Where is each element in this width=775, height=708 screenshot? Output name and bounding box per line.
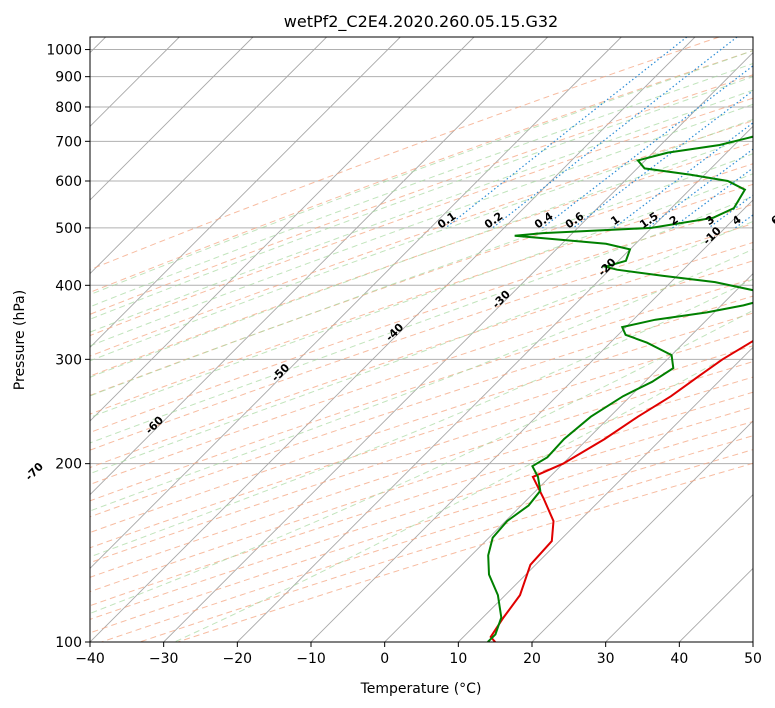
y-tick-label: 400 [55, 278, 82, 294]
mixing-ratio-line [572, 89, 753, 229]
isotherm-line [531, 420, 753, 642]
dry-adiabat-line [90, 97, 753, 337]
dry-adiabat-line [90, 223, 753, 451]
isotherm-line [237, 125, 753, 642]
moist-adiabat-line [90, 89, 753, 333]
isotherm-line [90, 37, 548, 496]
x-tick-label: 10 [449, 651, 467, 667]
isotherm-line [458, 346, 753, 642]
moist-adiabat-line [90, 278, 753, 558]
dry-adiabat-line [90, 361, 753, 578]
dry-adiabat-line [90, 329, 753, 549]
y-tick-label: 1000 [46, 43, 82, 59]
x-axis-label: Temperature (°C) [360, 681, 482, 697]
moist-adiabat-line [90, 220, 753, 475]
dry-adiabat-line [90, 183, 753, 415]
moist-adiabat-line [90, 195, 753, 444]
x-tick-label: 20 [523, 651, 541, 667]
dry-adiabat-line [90, 120, 753, 357]
y-tick-label: 900 [55, 70, 82, 86]
dewpoint-profile-line [487, 135, 753, 642]
x-tick-label: −30 [149, 651, 179, 667]
dry-adiabat-line [90, 163, 753, 396]
dry-adiabat-line [90, 260, 753, 485]
mixing-ratio-label: 6 [769, 213, 775, 228]
isotherm-line [90, 37, 696, 642]
y-tick-label: 600 [55, 174, 82, 190]
dry-adiabat-line [90, 142, 753, 377]
mixing-ratio-line [492, 37, 738, 229]
x-tick-label: 30 [597, 651, 615, 667]
series-layer [487, 135, 753, 642]
y-tick-label: 500 [55, 221, 82, 237]
isotherm-line [90, 37, 622, 569]
isotherm-line [605, 494, 753, 642]
x-tick-label: 40 [670, 651, 688, 667]
y-tick-label: 800 [55, 100, 82, 116]
dry-adiabat-line [90, 312, 753, 534]
grid-layer [90, 37, 753, 642]
dry-adiabat-line [90, 74, 753, 315]
isotherm-line [163, 52, 753, 642]
isotherm-line [90, 37, 254, 201]
x-axis: −40 −30 −20 −10 0 10 20 30 40 50 [75, 642, 762, 667]
isopleth-label-layer: 0.10.20.40.611.52346810131620253036-100-… [23, 209, 775, 483]
isotherm-line [90, 37, 475, 422]
moist-adiabat-line [90, 76, 753, 320]
chart-title: wetPf2_C2E4.2020.260.05.15.G32 [284, 12, 558, 32]
mixing-ratio-line [542, 65, 753, 229]
y-axis: 100 200 300 400 500 600 700 800 900 1000 [46, 43, 90, 651]
isotherm-line [90, 37, 401, 348]
y-tick-label: 100 [55, 635, 82, 651]
moist-adiabat-line [90, 248, 753, 512]
y-tick-label: 300 [55, 352, 82, 368]
isotherm-line [90, 37, 327, 275]
isotherm-line [384, 273, 753, 642]
dry-adiabat-line [90, 50, 753, 293]
moist-adiabat-line [90, 153, 753, 397]
y-tick-label: 700 [55, 134, 82, 150]
moist-adiabat-line [90, 118, 753, 362]
dry-adiabat-line [90, 391, 753, 607]
dry-adiabat-line [90, 278, 753, 502]
y-axis-label: Pressure (hPa) [12, 290, 28, 390]
x-tick-label: −40 [75, 651, 105, 667]
x-tick-label: −10 [296, 651, 326, 667]
isotherm-line [310, 199, 753, 642]
x-tick-label: 0 [380, 651, 389, 667]
plot-frame [89, 36, 754, 643]
mixing-ratio-line [672, 167, 753, 229]
y-tick-label: 200 [55, 457, 82, 473]
moist-adiabat-line [90, 173, 753, 418]
x-tick-label: −20 [223, 651, 253, 667]
temperature-profile-line [489, 339, 753, 642]
x-tick-label: 50 [744, 651, 762, 667]
